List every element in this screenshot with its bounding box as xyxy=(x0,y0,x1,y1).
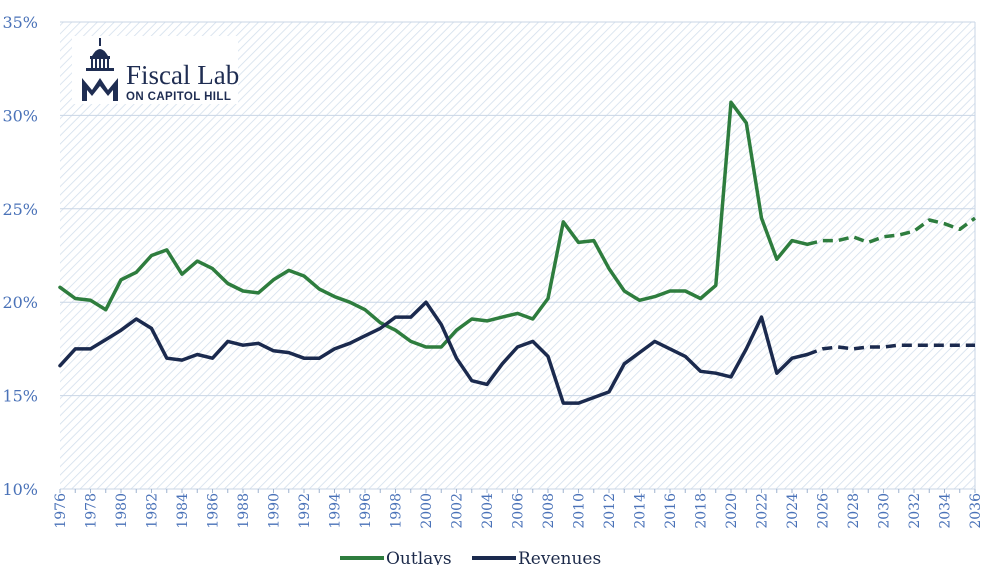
x-tick-label: 1986 xyxy=(206,493,222,529)
x-tick-label: 2010 xyxy=(572,493,588,529)
x-tick-label: 2036 xyxy=(968,493,984,529)
series-layer xyxy=(58,100,977,405)
series-line-revenues xyxy=(58,300,810,405)
y-tick-label: 20% xyxy=(2,293,38,312)
series-line-outlays xyxy=(58,100,810,349)
logo-tagline: ON CAPITOL HILL xyxy=(126,91,231,103)
legend: Outlays Revenues xyxy=(340,549,601,565)
x-tick-label: 1980 xyxy=(114,493,130,529)
x-tick-label: 2014 xyxy=(633,493,649,529)
y-tick-label: 25% xyxy=(2,200,38,219)
x-tick-label: 2030 xyxy=(877,493,893,529)
x-tick-label: 1976 xyxy=(53,493,69,529)
x-tick-label: 1988 xyxy=(236,493,252,529)
x-tick-label: 2020 xyxy=(724,493,740,529)
x-tick-label: 1982 xyxy=(145,493,161,529)
series-projection-outlays xyxy=(806,216,977,247)
x-tick-label: 1984 xyxy=(175,493,191,529)
legend-label-outlays: Outlays xyxy=(386,549,452,565)
x-tick-label: 2000 xyxy=(419,493,435,529)
x-tick-label: 1992 xyxy=(297,493,313,529)
x-tick-label: 2022 xyxy=(755,493,771,529)
y-tick-label: 15% xyxy=(2,387,38,406)
x-tick-label: 1994 xyxy=(328,493,344,529)
logo: Fiscal Lab ON CAPITOL HILL xyxy=(72,36,239,104)
x-tick-label: 1990 xyxy=(267,493,283,529)
x-tick-label: 2028 xyxy=(846,493,862,529)
x-axis: 1976 1978 1980 1982 1984 1986 1988 1990 1992 1994… xyxy=(53,489,984,529)
x-tick-label: 2018 xyxy=(694,493,710,529)
x-tick-label: 2006 xyxy=(511,493,527,529)
x-tick-label: 2016 xyxy=(663,493,679,529)
series-projection-revenues xyxy=(806,343,975,357)
x-tick-label: 2012 xyxy=(602,493,618,529)
x-tick-label: 1998 xyxy=(389,493,405,529)
x-tick-label: 2024 xyxy=(785,493,801,529)
x-tick-label: 1978 xyxy=(84,493,100,529)
x-tick-label: 2008 xyxy=(541,493,557,529)
y-tick-label: 10% xyxy=(2,480,38,499)
x-tick-label: 1996 xyxy=(358,493,374,529)
capitol-dome-icon xyxy=(82,38,118,101)
y-axis: 10% 15% 20% 25% 30% 35% xyxy=(2,13,38,499)
x-tick-label: 2034 xyxy=(938,493,954,529)
x-tick-label: 2032 xyxy=(907,493,923,529)
logo-name: Fiscal Lab xyxy=(126,60,239,90)
y-tick-label: 35% xyxy=(2,13,38,32)
x-tick-label: 2002 xyxy=(450,493,466,529)
x-tick-label: 2004 xyxy=(480,493,496,529)
legend-label-revenues: Revenues xyxy=(518,549,601,565)
x-tick-label: 2026 xyxy=(816,493,832,529)
y-tick-label: 30% xyxy=(2,106,38,125)
